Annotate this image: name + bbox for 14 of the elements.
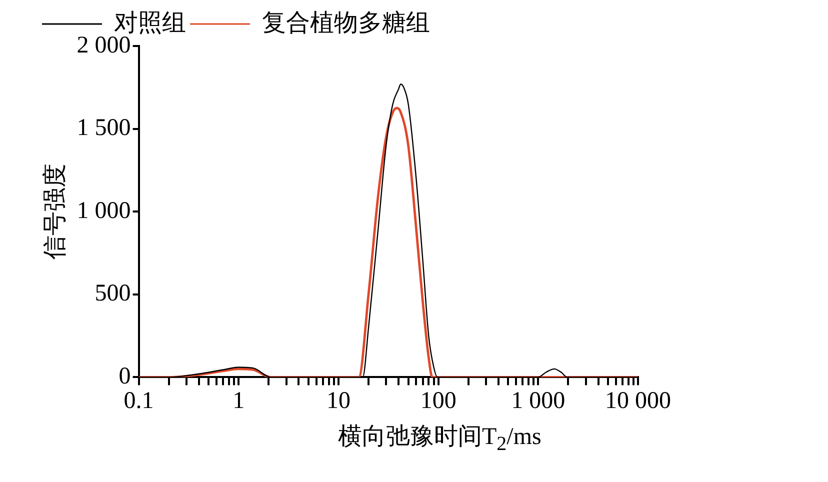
y-tick-label: 1 500 <box>76 115 131 142</box>
x-tick-label: 10 <box>326 388 350 414</box>
y-tick-label: 500 <box>94 280 131 307</box>
x-tick-label: 100 <box>420 388 456 414</box>
y-tick-label: 1 000 <box>76 198 131 224</box>
y-tick-label: 0 <box>118 363 131 390</box>
x-axis-title: 横向弛豫时间T$_{2}$/ms <box>337 423 542 456</box>
y-axis-title: 信号强度 <box>42 164 69 260</box>
legend-label: 复合植物多糖组 <box>262 9 430 36</box>
x-tick-label: 0.1 <box>124 388 154 414</box>
x-tick-label: 10 000 <box>605 388 671 414</box>
legend-label: 对照组 <box>114 10 186 36</box>
x-tick-label: 1 000 <box>511 388 566 414</box>
x-tick-label: 1 <box>232 388 245 414</box>
